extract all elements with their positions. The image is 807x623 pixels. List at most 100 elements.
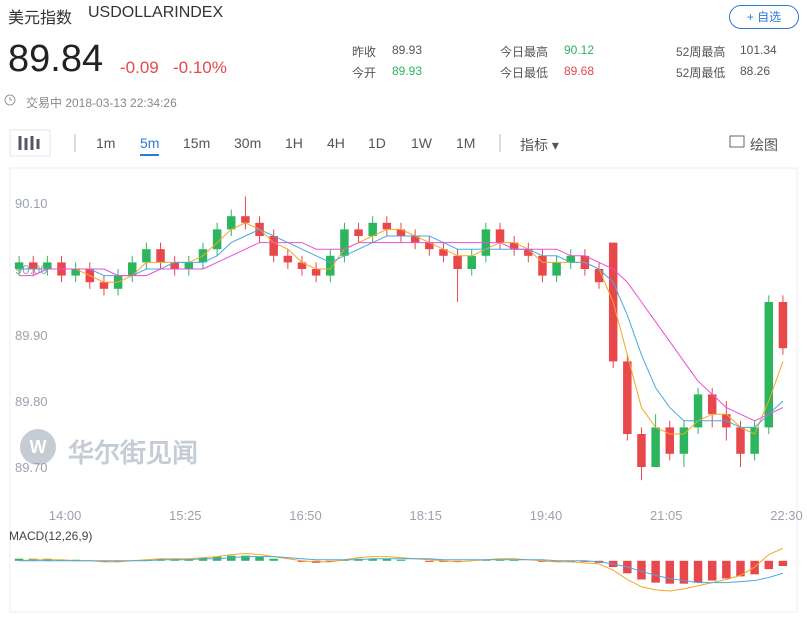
candle-body <box>566 255 575 263</box>
macd-bar <box>679 560 689 584</box>
macd-bar <box>198 557 208 561</box>
macd-bar <box>142 559 151 561</box>
macd-bar <box>509 559 519 561</box>
candle-body <box>425 242 434 250</box>
candle-body <box>410 236 420 243</box>
period-tab[interactable]: 1D <box>368 135 386 151</box>
candle-body <box>623 361 632 434</box>
candle-body <box>142 249 151 263</box>
y-tick-label: 90.10 <box>15 196 48 211</box>
macd-bar <box>651 560 660 583</box>
period-tab[interactable]: 15m <box>183 135 211 151</box>
macd-bar <box>439 560 448 562</box>
period-tab[interactable]: 1m <box>96 135 116 151</box>
candle-body <box>679 427 689 454</box>
y-tick-label: 89.90 <box>15 328 48 343</box>
macd-bar <box>580 560 590 562</box>
x-tick-label: 14:00 <box>49 508 82 523</box>
x-tick-label: 21:05 <box>650 508 683 523</box>
macd-bar <box>538 560 547 562</box>
stat-value: 88.26 <box>740 64 771 78</box>
x-tick-label: 19:40 <box>530 508 563 523</box>
candle-body <box>764 302 774 428</box>
chart-type-button[interactable] <box>9 129 51 157</box>
candle-body <box>637 434 646 467</box>
candle-body <box>43 262 52 269</box>
period-tab[interactable]: 1M <box>456 135 476 151</box>
candle-body <box>28 262 38 269</box>
macd-bar <box>113 560 123 562</box>
stat-value: 89.68 <box>564 64 595 78</box>
x-tick-label: 18:15 <box>409 508 442 523</box>
candle-body <box>594 269 604 283</box>
period-tab[interactable]: 5m <box>140 135 160 156</box>
candle-body <box>326 255 335 276</box>
watermark-logo <box>20 429 56 465</box>
candle-body <box>467 255 476 269</box>
candle-body <box>396 229 406 236</box>
macd-bar <box>707 560 717 581</box>
stat-label: 52周最低 <box>676 66 726 80</box>
macd-bar <box>227 555 236 561</box>
symbol: USDOLLARINDEX <box>88 4 224 21</box>
stat-label: 今日最低 <box>500 66 549 80</box>
period-tab[interactable]: 1H <box>285 135 303 151</box>
change: -0.09 <box>120 58 159 77</box>
macd-bar <box>99 560 109 562</box>
stat-label: 52周最高 <box>676 45 726 59</box>
candle-body <box>354 229 363 236</box>
macd-bar <box>269 558 278 561</box>
candle-body <box>368 222 377 236</box>
macd-bar <box>57 559 66 561</box>
macd-bar <box>778 560 788 566</box>
stat-label: 今开 <box>352 66 377 80</box>
indicator-label: 指标 <box>520 137 548 153</box>
candle-body <box>665 427 675 454</box>
candle-body <box>736 427 745 454</box>
macd-bar <box>764 560 774 570</box>
macd-bar <box>552 560 561 562</box>
draw-button[interactable]: 绘图 <box>750 137 778 153</box>
stat-label: 今日最高 <box>500 45 549 59</box>
macd-bar <box>340 559 349 561</box>
stat-label: 昨收 <box>352 45 377 59</box>
candle-body <box>750 427 759 454</box>
y-tick-label: 89.80 <box>15 394 48 409</box>
ma-line <box>19 222 784 435</box>
period-tab[interactable]: 4H <box>327 135 345 151</box>
macd-bar <box>297 560 307 562</box>
candle-body <box>170 262 179 269</box>
period-tab[interactable]: 30m <box>234 135 262 151</box>
status: 交易中 2018-03-13 22:34:26 <box>26 96 177 110</box>
clock-hand <box>9 97 12 101</box>
candle-body <box>651 427 660 467</box>
macd-bar <box>396 559 406 561</box>
candle-body <box>382 222 392 230</box>
macd-bar <box>71 559 80 561</box>
indicator-menu[interactable]: 指标 ▾ <box>520 137 559 153</box>
candle-body <box>71 269 80 276</box>
macd-bar <box>736 560 745 577</box>
candle-body <box>778 302 788 349</box>
candle-body <box>227 216 236 230</box>
macd-bar <box>481 559 491 561</box>
candle-icon <box>18 136 40 150</box>
macd-bar <box>637 560 646 580</box>
macd-bar <box>453 560 462 562</box>
macd-bar <box>665 560 675 584</box>
macd-label: MACD(12,26,9) <box>9 529 92 543</box>
candle-body <box>311 269 321 276</box>
macd-bar <box>326 560 335 562</box>
candle-body <box>552 262 561 276</box>
watch-button[interactable]: + 自选 <box>729 5 799 29</box>
macd-bar <box>425 560 434 562</box>
stat-value: 101.34 <box>740 43 777 57</box>
x-tick-label: 22:30 <box>770 508 803 523</box>
candle-body <box>707 394 717 415</box>
title: 美元指数 <box>8 10 73 27</box>
period-tab[interactable]: 1W <box>411 135 432 151</box>
x-tick-label: 16:50 <box>289 508 322 523</box>
candle-body <box>693 394 703 428</box>
candle-body <box>453 255 462 269</box>
